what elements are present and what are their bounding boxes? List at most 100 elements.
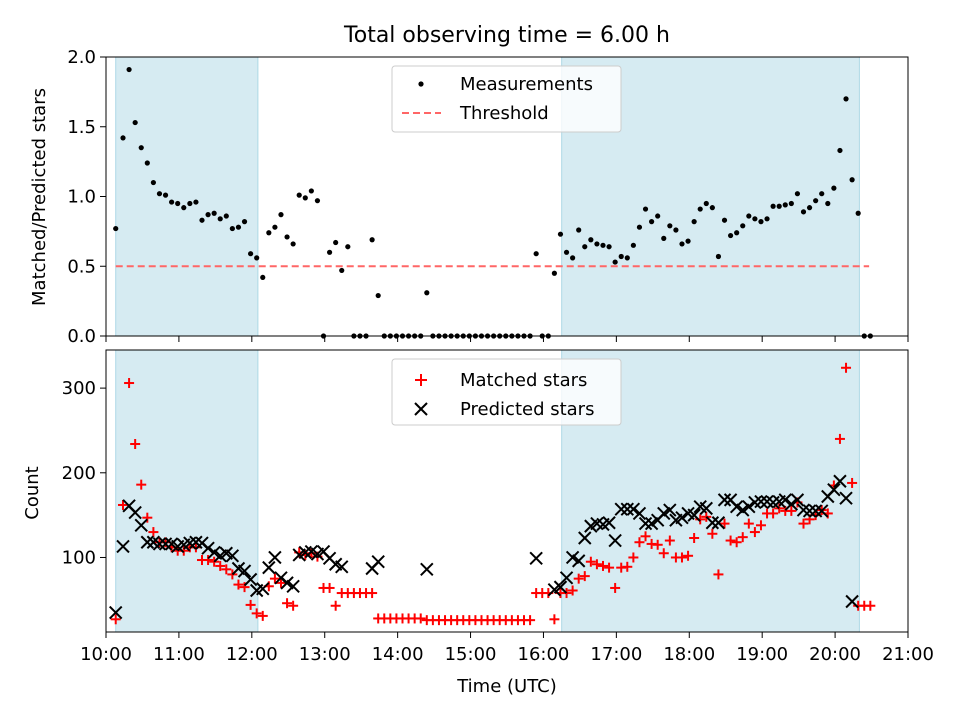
matched-point-4 bbox=[136, 479, 147, 490]
measurement-point-10 bbox=[175, 200, 181, 207]
measurement-point-69 bbox=[533, 251, 539, 257]
matched-point-97 bbox=[701, 511, 712, 522]
predicted-point-47 bbox=[578, 531, 592, 545]
measurement-point-36 bbox=[333, 239, 339, 246]
measurement-point-82 bbox=[612, 259, 618, 265]
matched-point-124 bbox=[865, 600, 876, 611]
matched-point-108 bbox=[768, 508, 779, 519]
bottom-xtick-label-6: 16:00 bbox=[518, 644, 570, 665]
measurement-point-73 bbox=[557, 231, 564, 237]
predicted-point-58 bbox=[644, 516, 659, 531]
measurement-point-75 bbox=[570, 255, 576, 261]
legend-matched-label: Matched stars bbox=[460, 370, 587, 391]
measurement-point-86 bbox=[636, 224, 643, 230]
predicted-point-65 bbox=[687, 508, 701, 522]
predicted-point-28 bbox=[280, 576, 294, 590]
measurement-point-28 bbox=[284, 234, 290, 240]
bottom-x-ticks: 10:00 11:00 12:00 13:00 14:00 15:00 16:00 17:00… bbox=[80, 632, 934, 665]
matched-point-75 bbox=[567, 585, 578, 596]
measurement-point-109 bbox=[776, 203, 782, 209]
measurement-point-98 bbox=[709, 205, 715, 211]
bottom-xtick-label-5: 15:00 bbox=[445, 644, 497, 665]
measurement-point-22 bbox=[248, 251, 254, 257]
measurement-point-19 bbox=[229, 225, 235, 232]
measurement-point-13 bbox=[193, 199, 199, 205]
top-x-ticks bbox=[105, 336, 909, 342]
predicted-point-60 bbox=[657, 506, 671, 521]
measurement-point-21 bbox=[241, 219, 248, 225]
matched-point-76 bbox=[573, 573, 584, 584]
measurement-point-115 bbox=[813, 198, 819, 204]
predicted-point-4 bbox=[134, 518, 148, 533]
measurement-point-88 bbox=[649, 219, 655, 225]
top-y-ticks: 0.0 0.5 1.0 1.5 2.0 bbox=[67, 47, 106, 347]
predicted-point-61 bbox=[663, 503, 677, 517]
measurement-point-32 bbox=[308, 188, 314, 194]
legend-threshold-label: Threshold bbox=[459, 103, 549, 124]
matched-point-68 bbox=[525, 615, 536, 626]
predicted-point-24 bbox=[256, 582, 270, 596]
measurement-point-0 bbox=[113, 225, 119, 232]
matched-point-5 bbox=[142, 512, 153, 523]
measurement-point-6 bbox=[150, 179, 156, 186]
matched-point-20 bbox=[233, 579, 244, 590]
measurement-point-114 bbox=[806, 205, 813, 211]
matched-point-21 bbox=[239, 582, 250, 593]
predicted-point-16 bbox=[207, 545, 221, 560]
matched-point-98 bbox=[707, 528, 718, 539]
measurement-point-77 bbox=[582, 244, 588, 250]
predicted-point-3 bbox=[128, 505, 142, 520]
measurement-point-2 bbox=[126, 66, 132, 73]
matched-point-100 bbox=[719, 518, 730, 529]
measurement-point-26 bbox=[272, 224, 278, 230]
predicted-point-91 bbox=[845, 594, 859, 609]
top-ylabel: Matched/Predicted stars bbox=[29, 88, 50, 306]
predicted-point-85 bbox=[808, 504, 823, 518]
bottom-xtick-label-4: 14:00 bbox=[372, 644, 424, 665]
matched-point-96 bbox=[695, 514, 706, 525]
count-panel: 100 200 300 10:00 11:00 12:00 13:00 14:00 15:00… bbox=[22, 349, 934, 697]
measurement-point-33 bbox=[314, 198, 321, 204]
matched-point-15 bbox=[203, 555, 214, 566]
predicted-point-40 bbox=[420, 562, 434, 577]
measurement-point-101 bbox=[727, 232, 734, 239]
matched-point-86 bbox=[634, 537, 645, 548]
bottom-xtick-label-1: 11:00 bbox=[153, 644, 205, 665]
measurement-point-95 bbox=[691, 219, 697, 225]
top-ytick-label-2: 1.0 bbox=[67, 187, 96, 208]
measurement-point-103 bbox=[740, 223, 746, 229]
measurement-point-78 bbox=[588, 237, 594, 243]
measurement-point-7 bbox=[156, 191, 163, 197]
matched-point-99 bbox=[713, 569, 724, 580]
measurement-point-100 bbox=[721, 217, 728, 223]
ratio-panel: 0.00.51.01.52.0 Matched/Predicted stars … bbox=[29, 47, 909, 347]
measurement-point-118 bbox=[831, 185, 837, 191]
predicted-point-7 bbox=[152, 537, 167, 551]
bottom-xtick-label-8: 18:00 bbox=[663, 644, 715, 665]
measurement-point-111 bbox=[788, 200, 794, 207]
matched-point-104 bbox=[743, 518, 754, 529]
matched-point-91 bbox=[664, 535, 675, 546]
measurement-point-20 bbox=[235, 224, 242, 230]
predicted-point-86 bbox=[815, 504, 829, 518]
predicted-point-29 bbox=[286, 579, 300, 593]
bottom-ytick-label-0: 100 bbox=[62, 547, 96, 568]
legend-measurements-marker bbox=[418, 81, 424, 87]
matched-point-13 bbox=[190, 542, 201, 553]
matched-point-111 bbox=[786, 505, 797, 516]
predicted-point-15 bbox=[201, 541, 215, 555]
matched-point-29 bbox=[288, 600, 299, 611]
matched-point-102 bbox=[731, 537, 742, 548]
measurement-point-87 bbox=[642, 206, 649, 212]
measurement-point-107 bbox=[764, 216, 770, 222]
predicted-point-22 bbox=[243, 572, 258, 587]
matched-point-32 bbox=[306, 548, 317, 559]
predicted-point-19 bbox=[225, 549, 240, 563]
measurement-point-43 bbox=[375, 292, 381, 299]
matched-point-105 bbox=[749, 527, 760, 538]
matched-point-93 bbox=[676, 552, 687, 563]
legend-predicted-marker bbox=[414, 402, 428, 416]
matched-point-42 bbox=[367, 588, 378, 599]
matched-point-85 bbox=[628, 552, 639, 563]
matched-point-36 bbox=[330, 600, 341, 611]
